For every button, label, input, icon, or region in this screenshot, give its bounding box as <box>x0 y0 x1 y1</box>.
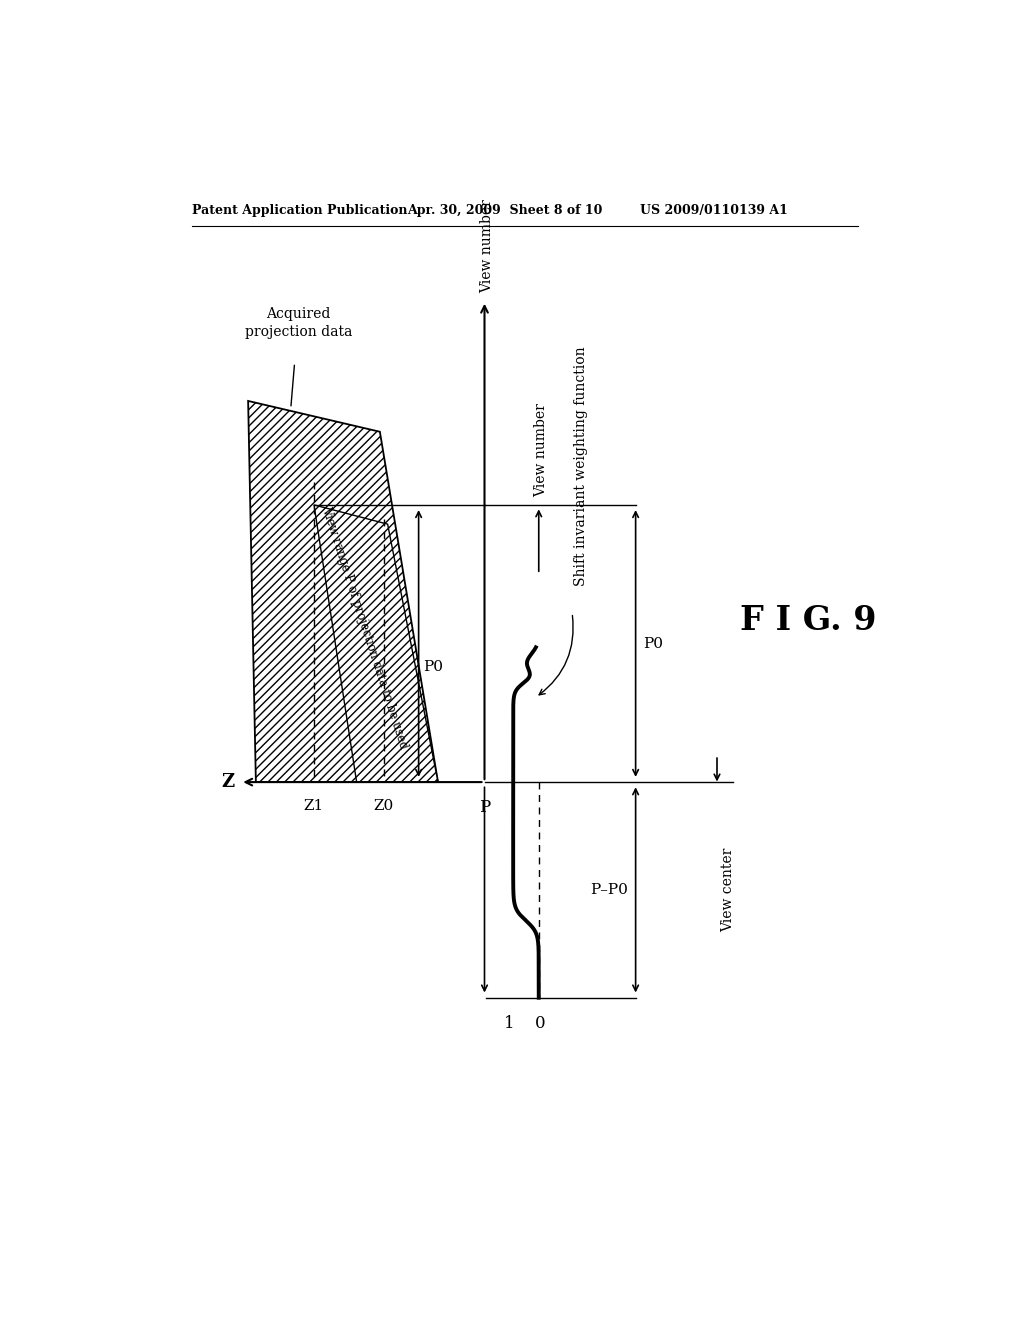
Text: Patent Application Publication: Patent Application Publication <box>191 205 408 218</box>
Text: Apr. 30, 2009  Sheet 8 of 10: Apr. 30, 2009 Sheet 8 of 10 <box>407 205 602 218</box>
Text: 0: 0 <box>535 1015 546 1032</box>
Text: View number: View number <box>535 404 548 498</box>
Text: View number: View number <box>480 199 494 293</box>
Text: Z0: Z0 <box>374 799 394 813</box>
Text: View center: View center <box>721 847 735 932</box>
Text: View range P of projection data to be used: View range P of projection data to be us… <box>318 506 410 751</box>
Text: F I G. 9: F I G. 9 <box>740 605 877 638</box>
Text: 1: 1 <box>504 1015 515 1032</box>
Text: P–P0: P–P0 <box>590 883 628 896</box>
Text: P: P <box>479 799 490 816</box>
Text: Shift invariant weighting function: Shift invariant weighting function <box>573 347 588 586</box>
Text: Z1: Z1 <box>304 799 325 813</box>
Text: Acquired
projection data: Acquired projection data <box>245 308 352 339</box>
Text: Z: Z <box>221 774 234 791</box>
Text: P0: P0 <box>643 636 664 651</box>
Polygon shape <box>248 401 438 781</box>
Polygon shape <box>314 506 438 781</box>
Text: P0: P0 <box>423 660 443 673</box>
Text: US 2009/0110139 A1: US 2009/0110139 A1 <box>640 205 787 218</box>
